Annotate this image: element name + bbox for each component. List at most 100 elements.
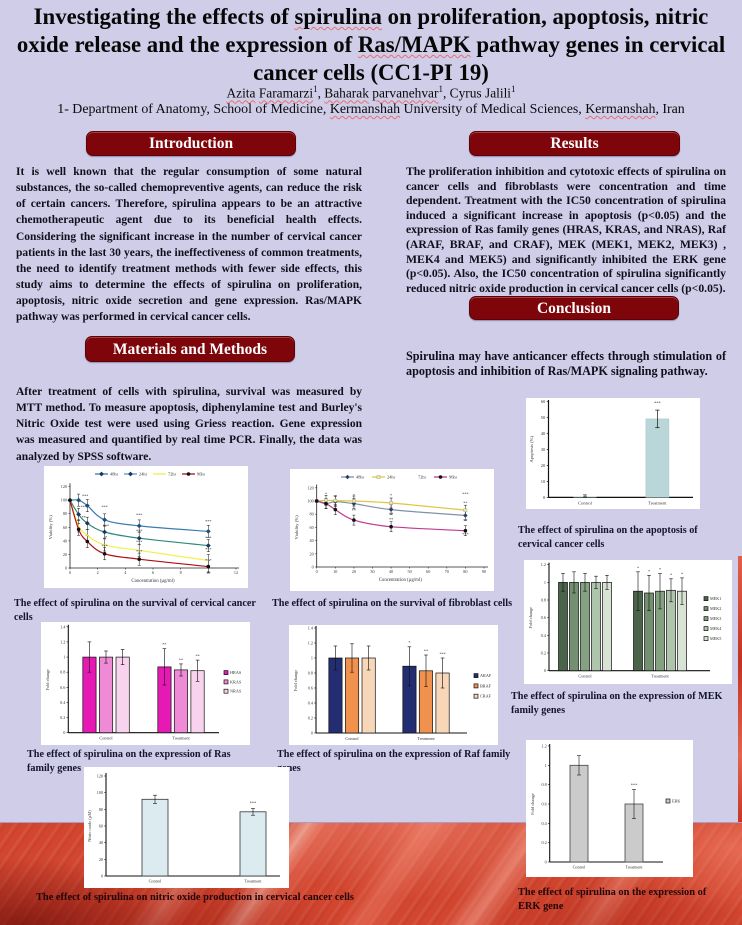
svg-text:100: 100 bbox=[97, 790, 103, 795]
svg-text:70: 70 bbox=[445, 569, 449, 574]
svg-text:20: 20 bbox=[99, 857, 103, 862]
svg-text:MEK5: MEK5 bbox=[710, 636, 721, 641]
svg-text:0.4: 0.4 bbox=[308, 701, 314, 706]
svg-text:0.2: 0.2 bbox=[541, 840, 546, 845]
svg-text:Treatment: Treatment bbox=[625, 865, 643, 870]
svg-text:0: 0 bbox=[311, 731, 313, 736]
svg-text:ERK: ERK bbox=[672, 799, 680, 804]
svg-text:96hr: 96hr bbox=[197, 472, 206, 477]
svg-text:Concentration (µg/ml): Concentration (µg/ml) bbox=[131, 579, 175, 584]
svg-text:Treatment: Treatment bbox=[648, 500, 667, 505]
svg-text:2: 2 bbox=[97, 570, 99, 575]
svg-text:90: 90 bbox=[482, 569, 486, 574]
svg-text:0.8: 0.8 bbox=[541, 598, 546, 603]
svg-text:Fold change: Fold change bbox=[293, 670, 298, 692]
svg-text:50: 50 bbox=[541, 415, 546, 420]
svg-text:1.2: 1.2 bbox=[541, 562, 546, 567]
svg-text:KRAS: KRAS bbox=[230, 679, 242, 684]
svg-text:*: * bbox=[681, 571, 683, 576]
svg-text:ARAF: ARAF bbox=[480, 673, 492, 678]
svg-text:4: 4 bbox=[124, 570, 127, 575]
svg-text:0: 0 bbox=[312, 565, 314, 570]
svg-text:60: 60 bbox=[310, 525, 314, 530]
svg-text:***: *** bbox=[205, 519, 211, 524]
svg-text:40: 40 bbox=[541, 431, 546, 436]
svg-text:**: ** bbox=[389, 517, 393, 522]
svg-text:0.2: 0.2 bbox=[308, 716, 313, 721]
svg-text:0.6: 0.6 bbox=[308, 686, 313, 691]
svg-text:0.6: 0.6 bbox=[60, 685, 65, 690]
svg-text:120: 120 bbox=[307, 485, 313, 490]
svg-text:*: * bbox=[325, 492, 327, 497]
svg-text:Control: Control bbox=[573, 865, 587, 870]
svg-text:Control: Control bbox=[149, 879, 163, 884]
svg-text:***: *** bbox=[136, 540, 142, 545]
svg-text:**: ** bbox=[389, 512, 393, 517]
svg-text:BRAF: BRAF bbox=[480, 683, 492, 688]
svg-text:*: * bbox=[648, 569, 650, 574]
svg-text:Treatment: Treatment bbox=[244, 879, 262, 884]
svg-text:0.2: 0.2 bbox=[541, 651, 546, 656]
svg-text:0.4: 0.4 bbox=[541, 633, 547, 638]
svg-text:*: * bbox=[390, 493, 392, 498]
svg-text:Treatment: Treatment bbox=[172, 736, 190, 741]
svg-text:48hr: 48hr bbox=[110, 472, 119, 477]
svg-text:*: * bbox=[105, 535, 107, 540]
svg-text:12: 12 bbox=[234, 570, 238, 575]
svg-text:MEK4: MEK4 bbox=[710, 626, 722, 631]
svg-text:MEK2: MEK2 bbox=[710, 606, 721, 611]
svg-text:Viability (%): Viability (%) bbox=[48, 515, 53, 540]
svg-text:6: 6 bbox=[152, 570, 154, 575]
svg-text:120: 120 bbox=[61, 484, 67, 489]
svg-text:24hr: 24hr bbox=[387, 475, 396, 480]
svg-text:1: 1 bbox=[544, 580, 546, 585]
svg-text:0: 0 bbox=[543, 495, 546, 500]
svg-text:96hr: 96hr bbox=[449, 475, 458, 480]
svg-text:0: 0 bbox=[65, 566, 67, 571]
svg-text:0: 0 bbox=[316, 569, 318, 574]
svg-text:***: *** bbox=[136, 529, 142, 534]
svg-text:Apoptosis (%): Apoptosis (%) bbox=[529, 436, 534, 463]
svg-text:***: *** bbox=[81, 504, 87, 509]
svg-text:**: ** bbox=[162, 642, 166, 647]
svg-text:Fold change: Fold change bbox=[530, 793, 535, 815]
svg-text:**: ** bbox=[333, 500, 337, 505]
svg-text:10: 10 bbox=[333, 569, 337, 574]
svg-text:80: 80 bbox=[463, 569, 467, 574]
svg-text:**: ** bbox=[352, 508, 356, 513]
svg-text:80: 80 bbox=[63, 511, 67, 516]
svg-text:40: 40 bbox=[99, 840, 103, 845]
svg-text:20: 20 bbox=[352, 569, 356, 574]
svg-text:1: 1 bbox=[545, 763, 547, 768]
svg-text:***: *** bbox=[462, 492, 468, 497]
svg-text:0.8: 0.8 bbox=[308, 671, 313, 676]
svg-text:*: * bbox=[408, 640, 410, 645]
svg-text:120: 120 bbox=[97, 774, 103, 779]
svg-text:Concentration (µg/ml): Concentration (µg/ml) bbox=[379, 578, 423, 583]
svg-text:***: *** bbox=[101, 504, 107, 509]
svg-text:***: *** bbox=[82, 494, 88, 499]
svg-text:0: 0 bbox=[63, 730, 65, 735]
svg-text:40: 40 bbox=[63, 538, 67, 543]
svg-text:***: *** bbox=[136, 512, 142, 517]
svg-text:1.4: 1.4 bbox=[60, 624, 66, 629]
svg-text:*: * bbox=[353, 493, 355, 498]
svg-text:60: 60 bbox=[426, 569, 430, 574]
svg-text:*: * bbox=[670, 572, 672, 577]
svg-text:***: *** bbox=[439, 652, 445, 657]
svg-text:24hr: 24hr bbox=[139, 472, 148, 477]
svg-text:***: *** bbox=[205, 536, 211, 541]
svg-text:Treatment: Treatment bbox=[651, 674, 669, 679]
svg-text:HRAS: HRAS bbox=[230, 670, 242, 675]
svg-text:***: *** bbox=[205, 558, 211, 563]
svg-text:30: 30 bbox=[541, 447, 546, 452]
svg-text:*: * bbox=[637, 565, 639, 570]
svg-text:1.4: 1.4 bbox=[308, 626, 314, 631]
svg-text:Fold change: Fold change bbox=[528, 607, 533, 629]
svg-text:60: 60 bbox=[63, 525, 67, 530]
svg-text:***: *** bbox=[136, 549, 142, 554]
svg-text:30: 30 bbox=[370, 569, 374, 574]
svg-text:**: ** bbox=[463, 500, 467, 505]
svg-text:**: ** bbox=[196, 654, 200, 659]
svg-text:100: 100 bbox=[61, 498, 67, 503]
